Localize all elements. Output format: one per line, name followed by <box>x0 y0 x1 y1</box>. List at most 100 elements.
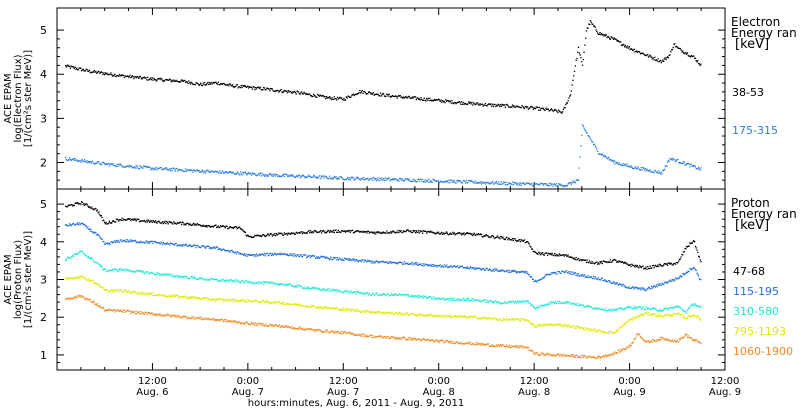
proton-point <box>521 318 523 320</box>
proton-point <box>405 314 407 316</box>
electron-point <box>272 175 274 178</box>
electron-point <box>107 73 110 75</box>
proton-point <box>66 257 68 259</box>
proton-point <box>96 234 98 236</box>
proton-point <box>433 231 435 234</box>
proton-point <box>449 233 451 235</box>
proton-point <box>174 242 176 245</box>
proton-point <box>363 310 365 312</box>
electron-point <box>239 171 242 173</box>
proton-point <box>486 318 488 320</box>
proton-point <box>340 308 342 310</box>
proton-point <box>382 312 384 314</box>
proton-point <box>206 226 208 228</box>
proton-point <box>437 265 440 267</box>
electron-point <box>658 61 660 63</box>
electron-point <box>139 75 141 77</box>
proton-point <box>674 312 676 315</box>
proton-point <box>490 317 492 319</box>
proton-point <box>433 316 435 318</box>
electron-point <box>463 103 465 106</box>
proton-point <box>512 317 514 320</box>
proton-point <box>206 245 208 247</box>
electron-point <box>445 180 448 182</box>
electron-point <box>173 167 175 169</box>
electron-point <box>367 93 369 95</box>
proton-point <box>461 316 464 318</box>
electron-point <box>486 182 488 184</box>
proton-point <box>319 230 321 233</box>
proton-point <box>329 230 332 232</box>
electron-point <box>473 182 475 184</box>
proton-point <box>499 301 501 303</box>
proton-point <box>99 237 102 239</box>
proton-point <box>493 270 495 272</box>
proton-point <box>99 215 102 217</box>
electron-point <box>338 97 340 99</box>
proton-point <box>278 302 281 304</box>
proton-point <box>662 310 664 312</box>
electron-point <box>450 179 452 181</box>
proton-point <box>636 308 638 310</box>
electron-point <box>103 74 106 76</box>
proton-point <box>147 292 149 295</box>
proton-point <box>269 301 271 304</box>
electron-point <box>332 98 334 100</box>
proton-point <box>325 306 328 308</box>
proton-point <box>204 296 207 299</box>
proton-point <box>611 261 613 263</box>
electron-point <box>627 45 629 47</box>
proton-point <box>653 285 655 287</box>
proton-point <box>686 245 688 248</box>
proton-point <box>655 315 658 317</box>
proton-point <box>442 266 444 268</box>
proton-point <box>133 239 135 242</box>
electron-point <box>512 106 514 108</box>
electron-point <box>586 132 588 134</box>
proton-point <box>518 271 520 273</box>
proton-point <box>646 311 648 313</box>
proton-point <box>683 274 685 276</box>
proton-point <box>439 315 441 318</box>
proton-point <box>492 235 494 237</box>
proton-point <box>445 264 448 266</box>
proton-point <box>189 245 192 247</box>
electron-point <box>301 93 304 95</box>
proton-point <box>260 235 262 238</box>
electron-point <box>366 178 368 180</box>
proton-point <box>96 283 99 286</box>
proton-point <box>297 305 299 307</box>
proton-point <box>630 265 632 268</box>
proton-point <box>581 259 584 261</box>
proton-point <box>88 256 90 258</box>
electron-point <box>302 174 304 176</box>
proton-point <box>142 271 145 273</box>
electron-point <box>507 182 510 184</box>
electron-point <box>371 177 373 180</box>
electron-point <box>521 105 523 107</box>
proton-point <box>92 281 95 284</box>
electron-point <box>132 167 134 169</box>
electron-point <box>232 84 234 86</box>
electron-point <box>320 95 322 97</box>
proton-point <box>310 255 312 257</box>
proton-point <box>484 316 486 318</box>
electron-point <box>664 165 666 168</box>
electron-point <box>635 50 638 52</box>
proton-point <box>216 298 219 300</box>
electron-point <box>294 92 297 94</box>
proton-point <box>504 302 506 304</box>
electron-point <box>640 166 642 169</box>
proton-point <box>380 312 382 314</box>
proton-point <box>92 231 94 233</box>
electron-point <box>220 172 223 174</box>
proton-point <box>318 287 320 290</box>
proton-point <box>351 308 353 311</box>
proton-point <box>134 271 137 274</box>
proton-point <box>510 271 512 273</box>
proton-point <box>335 307 337 309</box>
electron-point <box>616 162 619 164</box>
proton-point <box>221 279 223 282</box>
proton-point <box>597 307 599 309</box>
proton-point <box>249 281 251 283</box>
